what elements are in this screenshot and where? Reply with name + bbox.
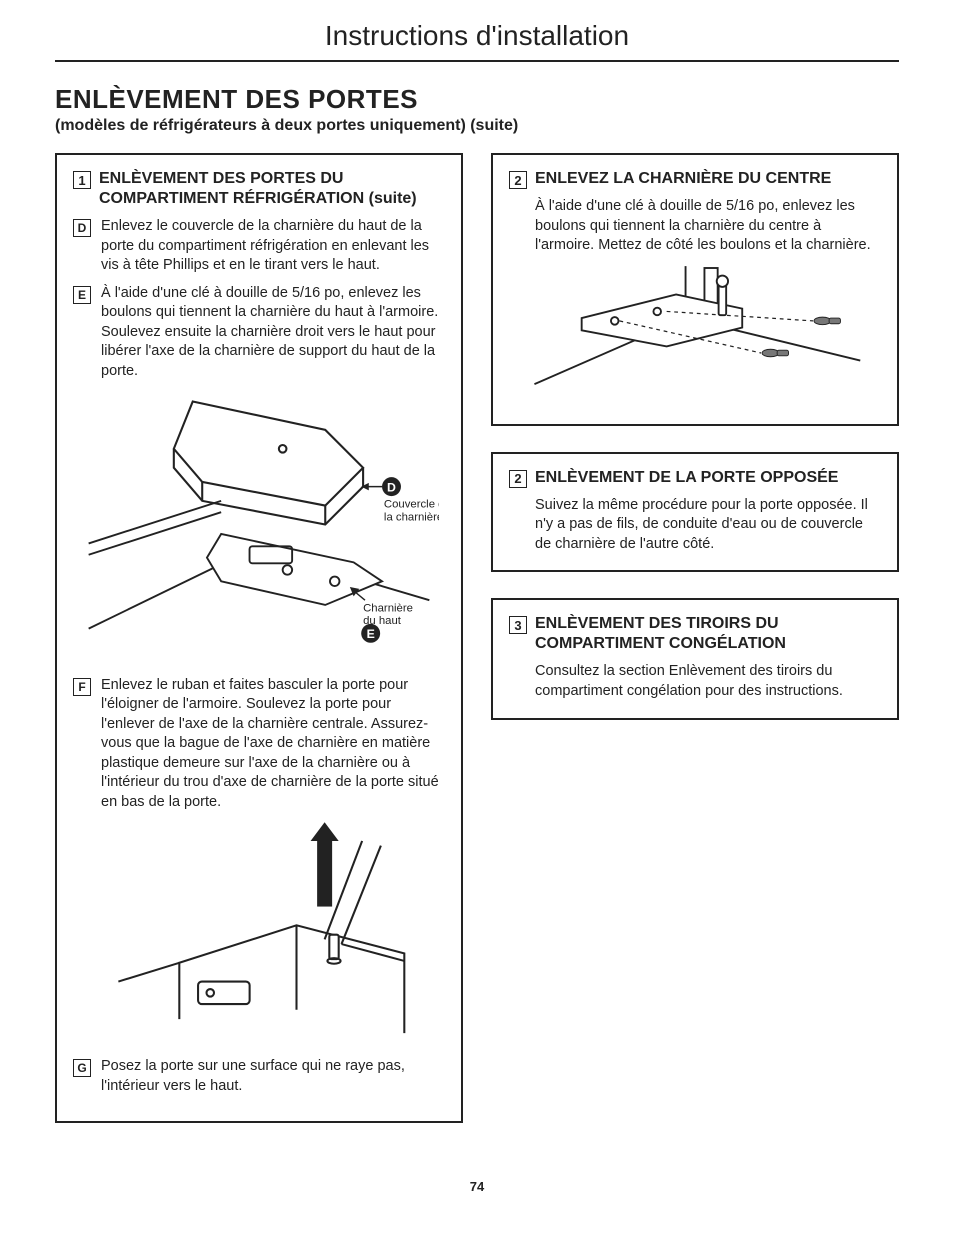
step-number-box: 2 bbox=[509, 470, 527, 488]
svg-text:du haut: du haut bbox=[363, 614, 402, 626]
box-door-removal: 1 ENLÈVEMENT DES PORTES DU COMPARTIMENT … bbox=[55, 153, 463, 1123]
box-freezer-drawers: 3 ENLÈVEMENT DES TIROIRS DU COMPARTIMENT… bbox=[491, 598, 899, 719]
box-title: ENLEVEZ LA CHARNIÈRE DU CENTRE bbox=[535, 169, 831, 189]
box-title-row: 3 ENLÈVEMENT DES TIROIRS DU COMPARTIMENT… bbox=[509, 614, 881, 654]
step-text: À l'aide d'une clé à douille de 5/16 po,… bbox=[101, 284, 445, 382]
page-title: Instructions d'installation bbox=[55, 20, 899, 62]
step-G: G Posez la porte sur une surface qui ne … bbox=[73, 1057, 445, 1096]
box-title-row: 2 ENLEVEZ LA CHARNIÈRE DU CENTRE bbox=[509, 169, 881, 189]
callout-E-label: Charnière bbox=[363, 602, 413, 614]
figure-center-hinge bbox=[509, 266, 881, 394]
step-D: D Enlevez le couvercle de la charnière d… bbox=[73, 217, 445, 276]
figure-lift-door bbox=[73, 822, 445, 1043]
page-number: 74 bbox=[55, 1179, 899, 1194]
right-column: 2 ENLEVEZ LA CHARNIÈRE DU CENTRE À l'aid… bbox=[491, 153, 899, 1149]
step-F: F Enlevez le ruban et faites basculer la… bbox=[73, 676, 445, 813]
step-E: E À l'aide d'une clé à douille de 5/16 p… bbox=[73, 284, 445, 382]
step-number-box: 2 bbox=[509, 171, 527, 189]
step-text: Enlevez le ruban et faites basculer la p… bbox=[101, 676, 445, 813]
callout-E-icon: E bbox=[367, 627, 375, 641]
body-text: Suivez la même procédure pour la porte o… bbox=[535, 496, 881, 555]
step-number-box: 1 bbox=[73, 171, 91, 189]
box-title-row: 2 ENLÈVEMENT DE LA PORTE OPPOSÉE bbox=[509, 468, 881, 488]
step-number-box: 3 bbox=[509, 616, 527, 634]
step-letter-box: E bbox=[73, 286, 91, 304]
box-opposite-door: 2 ENLÈVEMENT DE LA PORTE OPPOSÉE Suivez … bbox=[491, 452, 899, 573]
callout-D-label: Couvercle de bbox=[384, 498, 439, 510]
box-title: ENLÈVEMENT DES TIROIRS DU COMPARTIMENT C… bbox=[535, 614, 881, 654]
step-letter-box: F bbox=[73, 678, 91, 696]
body-text: À l'aide d'une clé à douille de 5/16 po,… bbox=[535, 197, 881, 256]
left-column: 1 ENLÈVEMENT DES PORTES DU COMPARTIMENT … bbox=[55, 153, 463, 1149]
section-title: ENLÈVEMENT DES PORTES bbox=[55, 84, 899, 115]
box-title: ENLÈVEMENT DES PORTES DU COMPARTIMENT RÉ… bbox=[99, 169, 445, 209]
step-letter-box: D bbox=[73, 219, 91, 237]
step-text: Posez la porte sur une surface qui ne ra… bbox=[101, 1057, 445, 1096]
box-center-hinge: 2 ENLEVEZ LA CHARNIÈRE DU CENTRE À l'aid… bbox=[491, 153, 899, 426]
callout-D-icon: D bbox=[387, 480, 396, 494]
body-text: Consultez la section Enlèvement des tiro… bbox=[535, 662, 881, 701]
svg-text:la charnière: la charnière bbox=[384, 511, 439, 523]
box-title: ENLÈVEMENT DE LA PORTE OPPOSÉE bbox=[535, 468, 838, 488]
two-column-layout: 1 ENLÈVEMENT DES PORTES DU COMPARTIMENT … bbox=[55, 153, 899, 1149]
section-subtitle: (modèles de réfrigérateurs à deux portes… bbox=[55, 117, 899, 135]
figure-hinge-cover: D Couvercle de la charnière E Charnière … bbox=[73, 392, 445, 662]
box-title-row: 1 ENLÈVEMENT DES PORTES DU COMPARTIMENT … bbox=[73, 169, 445, 209]
step-letter-box: G bbox=[73, 1059, 91, 1077]
step-text: Enlevez le couvercle de la charnière du … bbox=[101, 217, 445, 276]
